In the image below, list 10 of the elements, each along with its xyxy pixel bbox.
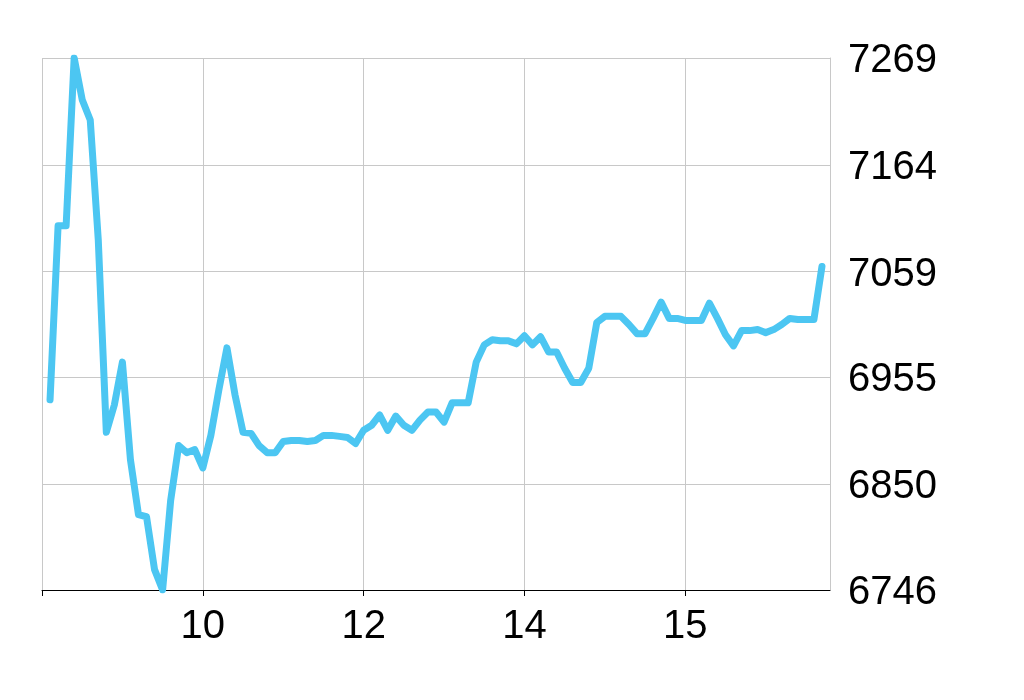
x-tick-label: 10 <box>180 602 226 646</box>
y-tick-label: 6955 <box>848 355 937 400</box>
y-tick-label: 7269 <box>848 36 937 80</box>
x-tick-label: 12 <box>341 602 386 646</box>
y-tick-label: 6850 <box>848 462 937 507</box>
y-tick-label: 7164 <box>848 142 937 187</box>
y-tick-label: 6746 <box>848 568 937 612</box>
x-tick-label: 15 <box>663 602 708 646</box>
y-tick-label: 7059 <box>848 249 937 294</box>
x-tick-label: 14 <box>502 602 547 646</box>
